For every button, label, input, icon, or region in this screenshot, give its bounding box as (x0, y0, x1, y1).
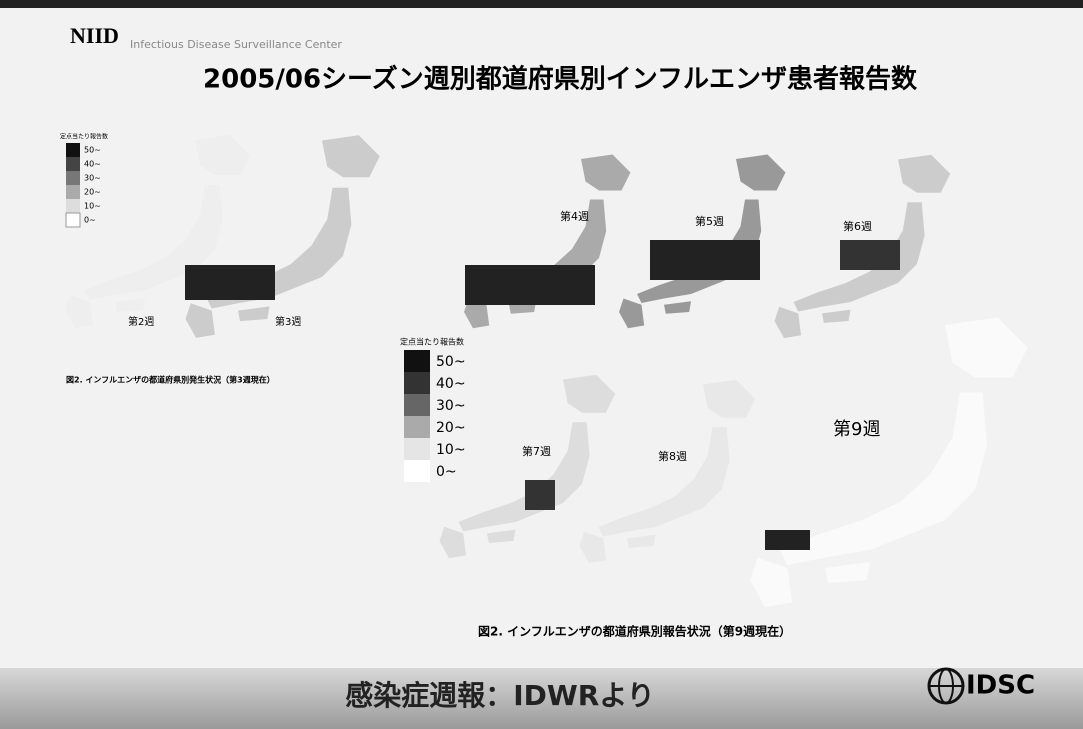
legend-label: 10~ (84, 202, 101, 211)
swatch (404, 350, 430, 372)
legend-label: 40~ (84, 160, 101, 169)
swatch (66, 157, 80, 171)
legend-small: 50~ 40~ 30~ 20~ 10~ 0~ (65, 143, 101, 228)
legend-label: 50~ (436, 354, 466, 370)
legend-label: 0~ (84, 216, 96, 225)
footer-brand: IDSC (966, 671, 1035, 701)
map-highlight (650, 240, 760, 280)
caption: 図2. インフルエンザの都道府県別発生状況（第3週現在） (66, 375, 275, 385)
swatch (66, 143, 80, 157)
legend-title: 定点当たり報告数 (60, 133, 108, 141)
week-label: 第4週 (560, 209, 589, 223)
swatch (404, 438, 430, 460)
swatch (65, 212, 81, 228)
legend-label: 20~ (84, 188, 101, 197)
week-label: 第2週 (128, 315, 154, 328)
swatch (404, 372, 430, 394)
caption: 図2. インフルエンザの都道府県別報告状況（第9週現在） (478, 624, 791, 639)
week-label: 第5週 (695, 214, 724, 228)
week-label: 第8週 (658, 449, 687, 463)
swatch (404, 416, 430, 438)
swatch (404, 460, 430, 482)
maps (65, 135, 1028, 607)
legend-label: 30~ (436, 398, 466, 414)
map-highlight (765, 530, 810, 550)
legend-title: 定点当たり報告数 (400, 337, 464, 347)
legend-label: 20~ (436, 420, 466, 436)
swatch (66, 185, 80, 199)
legend-label: 30~ (84, 174, 101, 183)
swatch (404, 394, 430, 416)
footer-source: 感染症週報：IDWRより (345, 679, 655, 712)
swatch (66, 171, 80, 185)
swatch (66, 199, 80, 213)
map-highlight (840, 240, 900, 270)
title: 2005/06シーズン週別都道府県別インフルエンザ患者報告数 (203, 64, 918, 95)
legend-label: 0~ (436, 464, 457, 480)
legend-label: 40~ (436, 376, 466, 392)
map-highlight (185, 265, 275, 300)
globe-line (938, 668, 954, 704)
top-border (0, 0, 1083, 8)
map-highlight (525, 480, 555, 510)
logo: NIID (70, 23, 119, 48)
center-name: Infectious Disease Surveillance Center (130, 38, 342, 51)
legend-label: 50~ (84, 146, 101, 155)
map-highlight (465, 265, 595, 305)
legend-large: 50~ 40~ 30~ 20~ 10~ 0~ (404, 350, 466, 482)
legend-label: 10~ (436, 442, 466, 458)
week-label: 第9週 (833, 419, 880, 440)
week-label: 第6週 (843, 219, 872, 233)
week-label: 第7週 (522, 444, 551, 458)
week-label: 第3週 (275, 315, 301, 328)
footer-band (0, 668, 1083, 729)
